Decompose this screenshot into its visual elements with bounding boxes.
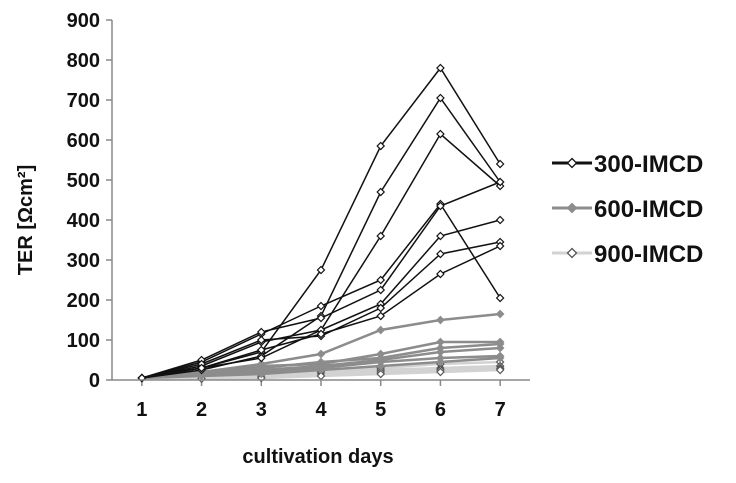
data-point-300-imcd: [316, 313, 326, 323]
y-tick-label: 200: [67, 290, 100, 312]
y-tick-label: 900: [67, 10, 100, 32]
data-point-900-imcd: [436, 367, 445, 377]
y-tick-label: 100: [67, 330, 100, 352]
data-point-300-imcd: [256, 353, 266, 363]
data-point-300-imcd: [436, 269, 445, 279]
data-point-300-imcd: [495, 177, 505, 187]
data-point-300-imcd: [436, 129, 445, 139]
data-point-300-imcd: [495, 159, 505, 169]
legend-marker-900-imcd: [566, 247, 578, 259]
legend-label-600-imcd: 600-IMCD: [594, 196, 703, 223]
x-tick-label: 6: [435, 399, 446, 421]
data-point-600-imcd: [436, 357, 445, 367]
y-tick-label: 500: [67, 170, 100, 192]
data-point-600-imcd: [376, 361, 386, 371]
y-tick-label: 0: [89, 370, 100, 392]
data-point-600-imcd: [316, 365, 326, 375]
data-point-600-imcd: [316, 349, 326, 359]
data-point-600-imcd: [376, 325, 386, 335]
data-point-300-imcd: [495, 293, 505, 303]
data-point-300-imcd: [316, 301, 326, 311]
data-point-900-imcd: [495, 365, 505, 375]
data-point-300-imcd: [376, 311, 386, 321]
data-point-300-imcd: [376, 187, 386, 197]
legend-marker-600-imcd: [566, 202, 578, 214]
x-tick-label: 4: [315, 399, 327, 421]
data-point-300-imcd: [376, 303, 386, 313]
y-tick-label: 400: [67, 210, 100, 232]
data-point-300-imcd: [436, 93, 445, 103]
y-axis-ticks: 0 100 200 300 400 500 600 700 800 900: [67, 10, 112, 392]
x-axis-ticks: 1 2 3 4 5 6 7: [136, 380, 506, 421]
data-point-300-imcd: [436, 63, 445, 73]
data-point-300-imcd: [495, 215, 505, 225]
y-tick-label: 700: [67, 90, 100, 112]
data-point-300-imcd: [376, 141, 386, 151]
data-point-300-imcd: [316, 329, 326, 339]
data-point-300-imcd: [197, 363, 206, 373]
axes-layer: [111, 20, 530, 381]
x-tick-label: 2: [196, 399, 207, 421]
data-point-300-imcd: [436, 249, 445, 259]
data-point-300-imcd: [256, 327, 266, 337]
data-point-300-imcd: [256, 335, 266, 345]
data-point-600-imcd: [256, 369, 266, 379]
y-tick-label: 800: [67, 50, 100, 72]
x-axis-title: cultivation days: [242, 446, 393, 468]
legend-label-900-imcd: 900-IMCD: [594, 241, 703, 268]
data-point-600-imcd: [495, 309, 505, 319]
data-point-300-imcd: [436, 231, 445, 241]
y-tick-label: 300: [67, 250, 100, 272]
data-point-300-imcd: [256, 345, 266, 355]
data-point-300-imcd: [495, 241, 505, 251]
data-point-300-imcd: [376, 275, 386, 285]
series-layer: [137, 63, 505, 384]
x-tick-label: 7: [495, 399, 506, 421]
data-point-900-imcd: [376, 369, 386, 379]
x-tick-label: 1: [136, 399, 147, 421]
data-point-300-imcd: [376, 285, 386, 295]
data-point-300-imcd: [436, 201, 445, 211]
legend-marker-300-imcd: [566, 157, 578, 169]
x-tick-label: 3: [256, 399, 267, 421]
data-point-600-imcd: [495, 343, 505, 353]
y-tick-label: 600: [67, 130, 100, 152]
x-tick-label: 5: [375, 399, 386, 421]
data-point-600-imcd: [436, 315, 445, 325]
legend: 300-IMCD 600-IMCD 900-IMCD: [552, 151, 703, 268]
data-point-300-imcd: [376, 231, 386, 241]
legend-label-300-imcd: 300-IMCD: [594, 151, 703, 178]
data-point-600-imcd: [495, 353, 505, 363]
data-point-300-imcd: [316, 265, 326, 275]
y-axis-title: TER [Ωcm²]: [15, 165, 37, 275]
